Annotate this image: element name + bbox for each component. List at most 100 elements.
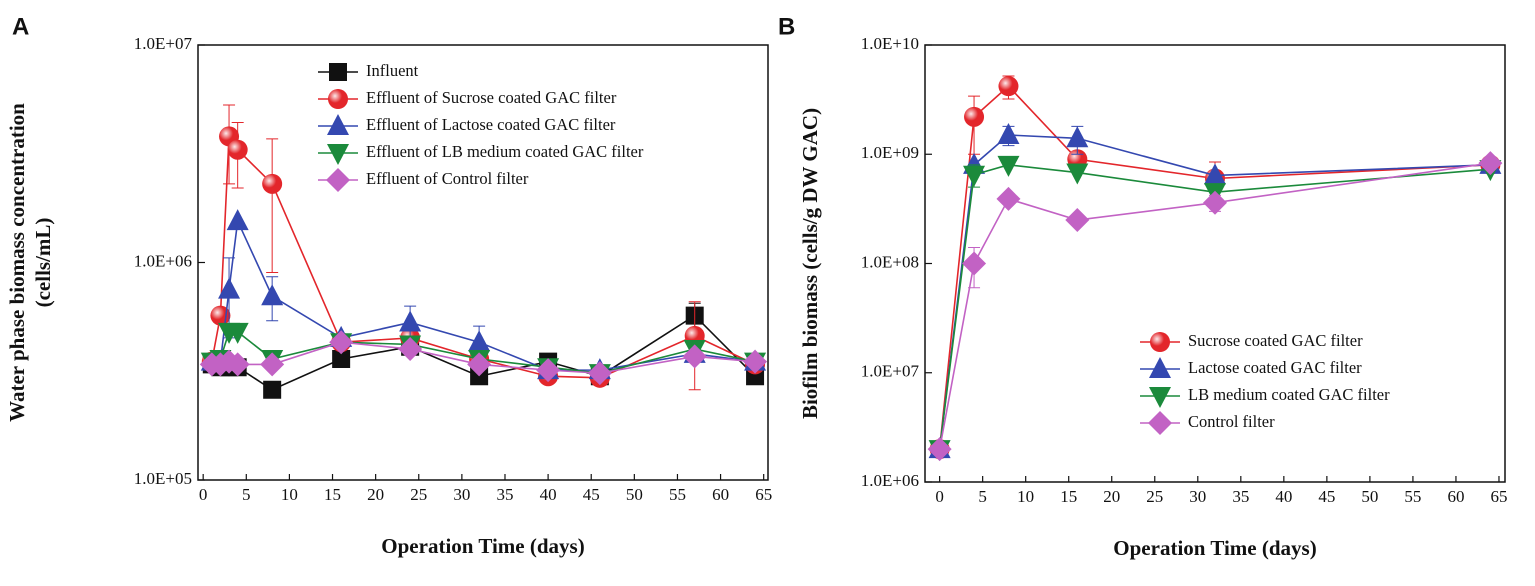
x-tick-label: 45 — [583, 485, 600, 504]
plot-frame — [197, 44, 769, 481]
legend-label: Influent — [366, 61, 419, 80]
marker — [329, 330, 354, 355]
x-tick-label: 15 — [1060, 487, 1077, 506]
x-tick-label: 45 — [1318, 487, 1335, 506]
y-tick-label: 1.0E+10 — [861, 34, 919, 53]
marker — [260, 352, 285, 377]
legend-label: Effluent of Control filter — [366, 169, 529, 188]
x-tick-label: 60 — [1447, 487, 1464, 506]
legend-label: Effluent of LB medium coated GAC filter — [366, 142, 644, 161]
y-axis-title: Water phase biomass concentration(cells/… — [5, 103, 55, 422]
x-tick-label: 35 — [1232, 487, 1249, 506]
y-tick-label: 1.0E+05 — [134, 469, 192, 488]
marker — [587, 361, 612, 386]
y-tick-label: 1.0E+07 — [134, 34, 193, 53]
marker — [963, 165, 986, 187]
marker-shine — [262, 173, 283, 194]
series-line — [938, 134, 1491, 450]
legend-label: Control filter — [1188, 412, 1275, 431]
x-tick-label: 30 — [1189, 487, 1206, 506]
marker — [1149, 387, 1171, 408]
x-tick-label: 65 — [1490, 487, 1507, 506]
error-bar — [266, 138, 279, 273]
marker — [536, 358, 561, 383]
x-tick-label: 35 — [496, 485, 513, 504]
legend-label: Effluent of Lactose coated GAC filter — [366, 115, 616, 134]
marker-shine — [1150, 332, 1170, 352]
marker — [996, 186, 1021, 211]
x-tick-label: 60 — [712, 485, 729, 504]
legend-label: Sucrose coated GAC filter — [1188, 331, 1363, 350]
x-tick-label: 40 — [1275, 487, 1292, 506]
marker — [218, 277, 241, 299]
legend-label: Lactose coated GAC filter — [1188, 358, 1362, 377]
x-tick-label: 5 — [242, 485, 251, 504]
x-tick-label: 55 — [669, 485, 686, 504]
marker — [1204, 163, 1226, 185]
y-tick-label: 1.0E+08 — [861, 252, 919, 271]
marker-shine — [964, 106, 985, 127]
legend-label: Effluent of Sucrose coated GAC filter — [366, 88, 617, 107]
marker — [1148, 411, 1172, 435]
marker — [398, 337, 423, 362]
marker — [468, 330, 491, 352]
marker — [682, 344, 707, 369]
y-axis-title: Biofilm biomass (cells/g DW GAC) — [798, 108, 822, 419]
marker — [332, 350, 351, 369]
marker — [327, 114, 349, 135]
marker — [326, 168, 350, 192]
marker — [1149, 357, 1171, 378]
marker — [225, 352, 250, 377]
marker — [263, 380, 282, 399]
x-tick-label: 50 — [626, 485, 643, 504]
y-tick-label: 1.0E+06 — [861, 471, 919, 490]
marker — [226, 209, 249, 231]
x-tick-label: 20 — [1103, 487, 1120, 506]
x-tick-label: 40 — [540, 485, 557, 504]
y-axis-title-line: (cells/mL) — [31, 218, 55, 308]
y-axis-title-line: Water phase biomass concentration — [5, 103, 29, 422]
series — [927, 151, 1503, 462]
marker-shine — [227, 139, 248, 160]
x-tick-label: 0 — [935, 487, 944, 506]
marker — [327, 144, 349, 165]
series-line — [938, 162, 1491, 450]
x-tick-label: 25 — [1146, 487, 1163, 506]
marker — [1066, 126, 1089, 148]
x-tick-label: 30 — [453, 485, 470, 504]
series-line — [938, 164, 1491, 450]
y-tick-label: 1.0E+07 — [861, 362, 920, 381]
x-tick-label: 10 — [281, 485, 298, 504]
marker — [997, 155, 1020, 177]
marker — [261, 284, 284, 306]
marker — [1478, 151, 1503, 176]
marker — [399, 310, 422, 332]
y-tick-label: 1.0E+09 — [861, 143, 919, 162]
x-tick-label: 55 — [1404, 487, 1421, 506]
x-tick-label: 10 — [1017, 487, 1034, 506]
marker — [927, 437, 952, 462]
x-tick-label: 25 — [410, 485, 427, 504]
x-axis-title: Operation Time (days) — [1113, 536, 1316, 560]
series — [199, 330, 768, 386]
marker — [997, 123, 1020, 145]
panel-label: A — [12, 13, 29, 40]
marker-shine — [998, 76, 1019, 97]
x-tick-label: 15 — [324, 485, 341, 504]
x-tick-label: 20 — [367, 485, 384, 504]
x-tick-label: 65 — [755, 485, 772, 504]
marker — [743, 349, 768, 374]
marker — [226, 322, 249, 344]
marker — [467, 352, 492, 377]
marker — [1066, 163, 1089, 185]
y-tick-label: 1.0E+06 — [134, 251, 192, 270]
x-tick-label: 0 — [199, 485, 208, 504]
x-tick-label: 5 — [978, 487, 987, 506]
x-axis-title: Operation Time (days) — [381, 534, 584, 558]
legend-label: LB medium coated GAC filter — [1188, 385, 1390, 404]
marker-shine — [328, 89, 348, 109]
series-line — [211, 218, 756, 371]
x-tick-label: 50 — [1361, 487, 1378, 506]
panel-label: B — [778, 13, 795, 40]
